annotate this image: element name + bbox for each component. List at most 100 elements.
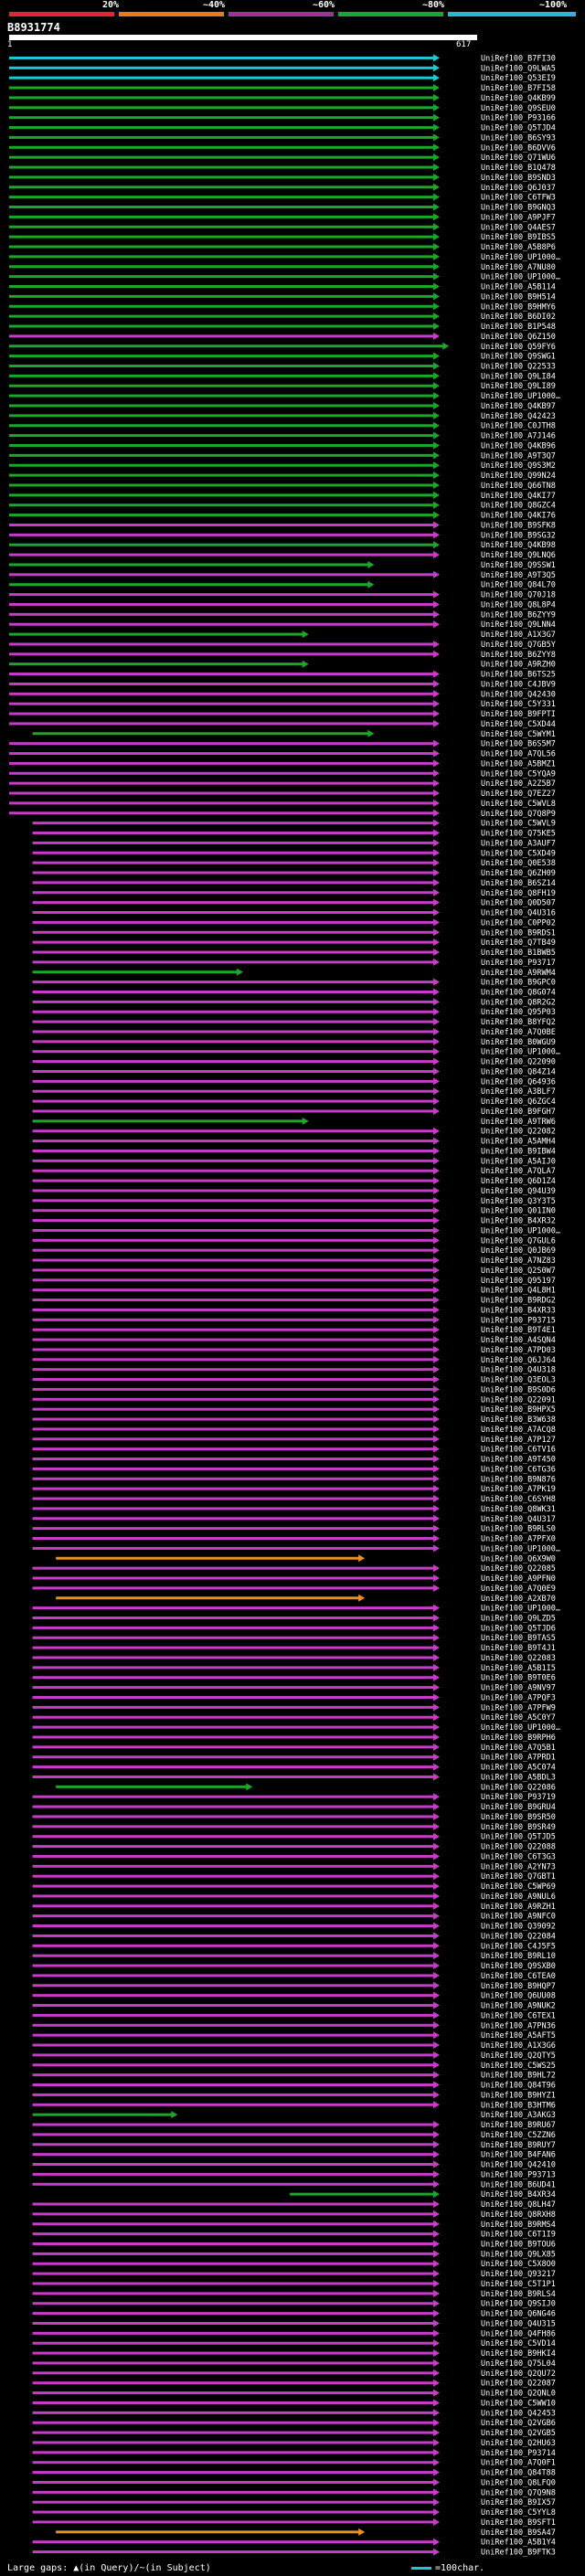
hit-label[interactable]: UniRef100_B9RLS4 [481,2290,556,2299]
hit-row[interactable]: UniRef100_B8YFQ2 [32,1018,556,1027]
hit-row[interactable]: UniRef100_A2Z5B7 [9,779,556,789]
hit-row[interactable]: UniRef100_Q6J037 [9,183,556,193]
hit-row[interactable]: UniRef100_A5AIJ0 [32,1157,556,1166]
hit-label[interactable]: UniRef100_B6DVV6 [481,143,556,153]
hit-row[interactable]: UniRef100_Q95197 [32,1276,556,1286]
hit-row[interactable]: UniRef100_A1X3G6 [32,2041,556,2051]
hit-row[interactable]: UniRef100_Q42430 [9,690,556,699]
hit-row[interactable]: UniRef100_P93715 [32,1316,556,1325]
hit-row[interactable]: UniRef100_C6T1I9 [32,2230,556,2240]
hit-row[interactable]: UniRef100_Q8G074 [32,988,556,998]
hit-row[interactable]: UniRef100_B9IX57 [32,2498,556,2507]
hit-row[interactable]: UniRef100_Q5TJD5 [32,1832,556,1842]
hit-label[interactable]: UniRef100_C5WYM1 [481,730,556,739]
hit-row[interactable]: UniRef100_Q9SSW1 [9,560,556,570]
hit-row[interactable]: UniRef100_Q9SEU0 [9,103,556,113]
hit-row[interactable]: UniRef100_B1BWB5 [32,949,556,958]
hit-row[interactable]: UniRef100_A7J146 [9,431,556,441]
hit-label[interactable]: UniRef100_Q22085 [481,1564,556,1574]
hit-row[interactable]: UniRef100_A9T3Q5 [9,570,556,580]
hit-row[interactable]: UniRef100_B9T4E1 [32,1326,556,1335]
hit-row[interactable]: UniRef100_Q0JB69 [32,1246,556,1256]
hit-row[interactable]: UniRef100_Q8R2G2 [32,998,556,1007]
hit-label[interactable]: UniRef100_B1P548 [481,323,556,332]
hit-row[interactable]: UniRef100_A7PN36 [32,2021,556,2030]
hit-row[interactable]: UniRef100_Q2VGB5 [32,2429,556,2438]
hit-label[interactable]: UniRef100_Q8WK31 [481,1505,556,1514]
hit-row[interactable]: UniRef100_A7PFX0 [32,1534,556,1544]
hit-label[interactable]: UniRef100_B9RU67 [481,2121,556,2130]
hit-label[interactable]: UniRef100_B9FPTI [481,710,556,719]
hit-row[interactable]: UniRef100_B9SR50 [32,1812,556,1822]
hit-label[interactable]: UniRef100_B7FI58 [481,84,556,93]
hit-label[interactable]: UniRef100_Q2HU63 [481,2439,556,2448]
hit-label[interactable]: UniRef100_Q8LFQ0 [481,2478,556,2487]
hit-label[interactable]: UniRef100_B7FI30 [481,54,556,63]
hit-row[interactable]: UniRef100_B3HTM6 [32,2101,556,2110]
hit-label[interactable]: UniRef100_B9HQP7 [481,1982,556,1991]
hit-label[interactable]: UniRef100_B3HTM6 [481,2101,556,2110]
hit-label[interactable]: UniRef100_A3AKG3 [481,2111,556,2120]
hit-row[interactable]: UniRef100_Q99N24 [9,472,556,481]
hit-row[interactable]: UniRef100_C5WYM1 [32,729,556,739]
hit-row[interactable]: UniRef100_Q8GZC4 [9,501,556,511]
hit-row[interactable]: UniRef100_B9SND3 [9,173,556,183]
hit-label[interactable]: UniRef100_A5AMH4 [481,1138,556,1147]
hit-row[interactable]: UniRef100_B9RUY7 [32,2140,556,2150]
hit-row[interactable]: UniRef100_UP1000… [32,1226,560,1235]
hit-label[interactable]: UniRef100_A9NV97 [481,1684,556,1693]
hit-label[interactable]: UniRef100_A7PRD1 [481,1754,556,1763]
hit-row[interactable]: UniRef100_Q8LH47 [32,2200,556,2210]
hit-label[interactable]: UniRef100_UP1000… [481,1544,560,1553]
hit-label[interactable]: UniRef100_Q9LZD5 [481,1615,556,1624]
hit-label[interactable]: UniRef100_B9H514 [481,292,556,302]
hit-label[interactable]: UniRef100_C5ZZN6 [481,2131,556,2140]
hit-label[interactable]: UniRef100_C6T1I9 [481,2231,556,2240]
hit-row[interactable]: UniRef100_B9RU67 [32,2121,556,2130]
hit-row[interactable]: UniRef100_Q0D507 [32,898,556,908]
hit-row[interactable]: UniRef100_Q4U317 [32,1514,556,1524]
hit-label[interactable]: UniRef100_Q6NG46 [481,2310,556,2319]
hit-row[interactable]: UniRef100_B9SR49 [32,1822,556,1832]
hit-row[interactable]: UniRef100_C0JTH8 [9,421,556,431]
hit-row[interactable]: UniRef100_B9GNQ3 [9,203,556,213]
hit-label[interactable]: UniRef100_Q0JB69 [481,1246,556,1256]
hit-row[interactable]: UniRef100_Q2VGB6 [32,2419,556,2428]
hit-row[interactable]: UniRef100_B9RMS4 [32,2220,556,2230]
hit-row[interactable]: UniRef100_B9SA47 [56,2528,556,2538]
hit-row[interactable]: UniRef100_Q8RXH8 [32,2210,556,2220]
hit-label[interactable]: UniRef100_A7PK19 [481,1485,556,1494]
hit-label[interactable]: UniRef100_A9RZH0 [481,661,556,670]
hit-row[interactable]: UniRef100_Q4KI76 [9,511,556,521]
hit-row[interactable]: UniRef100_B3W638 [32,1415,556,1425]
hit-label[interactable]: UniRef100_Q9LWA5 [481,64,556,73]
hit-row[interactable]: UniRef100_Q6NG46 [32,2309,556,2319]
hit-label[interactable]: UniRef100_Q39092 [481,1923,556,1932]
hit-row[interactable]: UniRef100_P93166 [9,113,556,123]
hit-row[interactable]: UniRef100_B6DI02 [9,313,556,322]
hit-label[interactable]: UniRef100_B6ZYY9 [481,610,556,620]
hit-row[interactable]: UniRef100_B9SG32 [9,531,556,540]
hit-label[interactable]: UniRef100_Q93217 [481,2270,556,2279]
hit-row[interactable]: UniRef100_B9RLS4 [32,2289,556,2299]
hit-row[interactable]: UniRef100_B4XR34 [290,2190,556,2200]
hit-row[interactable]: UniRef100_Q7GBT1 [32,1872,556,1882]
hit-row[interactable]: UniRef100_B9IBS5 [9,233,556,242]
hit-label[interactable]: UniRef100_C6TEX1 [481,2011,556,2020]
hit-row[interactable]: UniRef100_Q7GUL6 [32,1236,556,1246]
hit-row[interactable]: UniRef100_Q01IN0 [32,1206,556,1216]
hit-row[interactable]: UniRef100_Q7EZ27 [9,790,556,799]
hit-label[interactable]: UniRef100_Q75KE5 [481,830,556,839]
hit-row[interactable]: UniRef100_B9FGH7 [32,1107,556,1117]
hit-label[interactable]: UniRef100_A9T450 [481,1456,556,1465]
hit-row[interactable]: UniRef100_Q39092 [32,1922,556,1932]
hit-label[interactable]: UniRef100_Q9SIJ0 [481,2300,556,2309]
hit-label[interactable]: UniRef100_Q4AES7 [481,223,556,232]
hit-row[interactable]: UniRef100_Q3EOL3 [32,1375,556,1385]
hit-row[interactable]: UniRef100_B6SZ14 [32,878,556,888]
hit-label[interactable]: UniRef100_Q4FH86 [481,2329,556,2338]
hit-label[interactable]: UniRef100_Q7Q9N8 [481,2488,556,2497]
hit-row[interactable]: UniRef100_Q84T88 [32,2468,556,2478]
hit-row[interactable]: UniRef100_A7PRD1 [32,1753,556,1763]
hit-label[interactable]: UniRef100_Q5TJD5 [481,1833,556,1842]
